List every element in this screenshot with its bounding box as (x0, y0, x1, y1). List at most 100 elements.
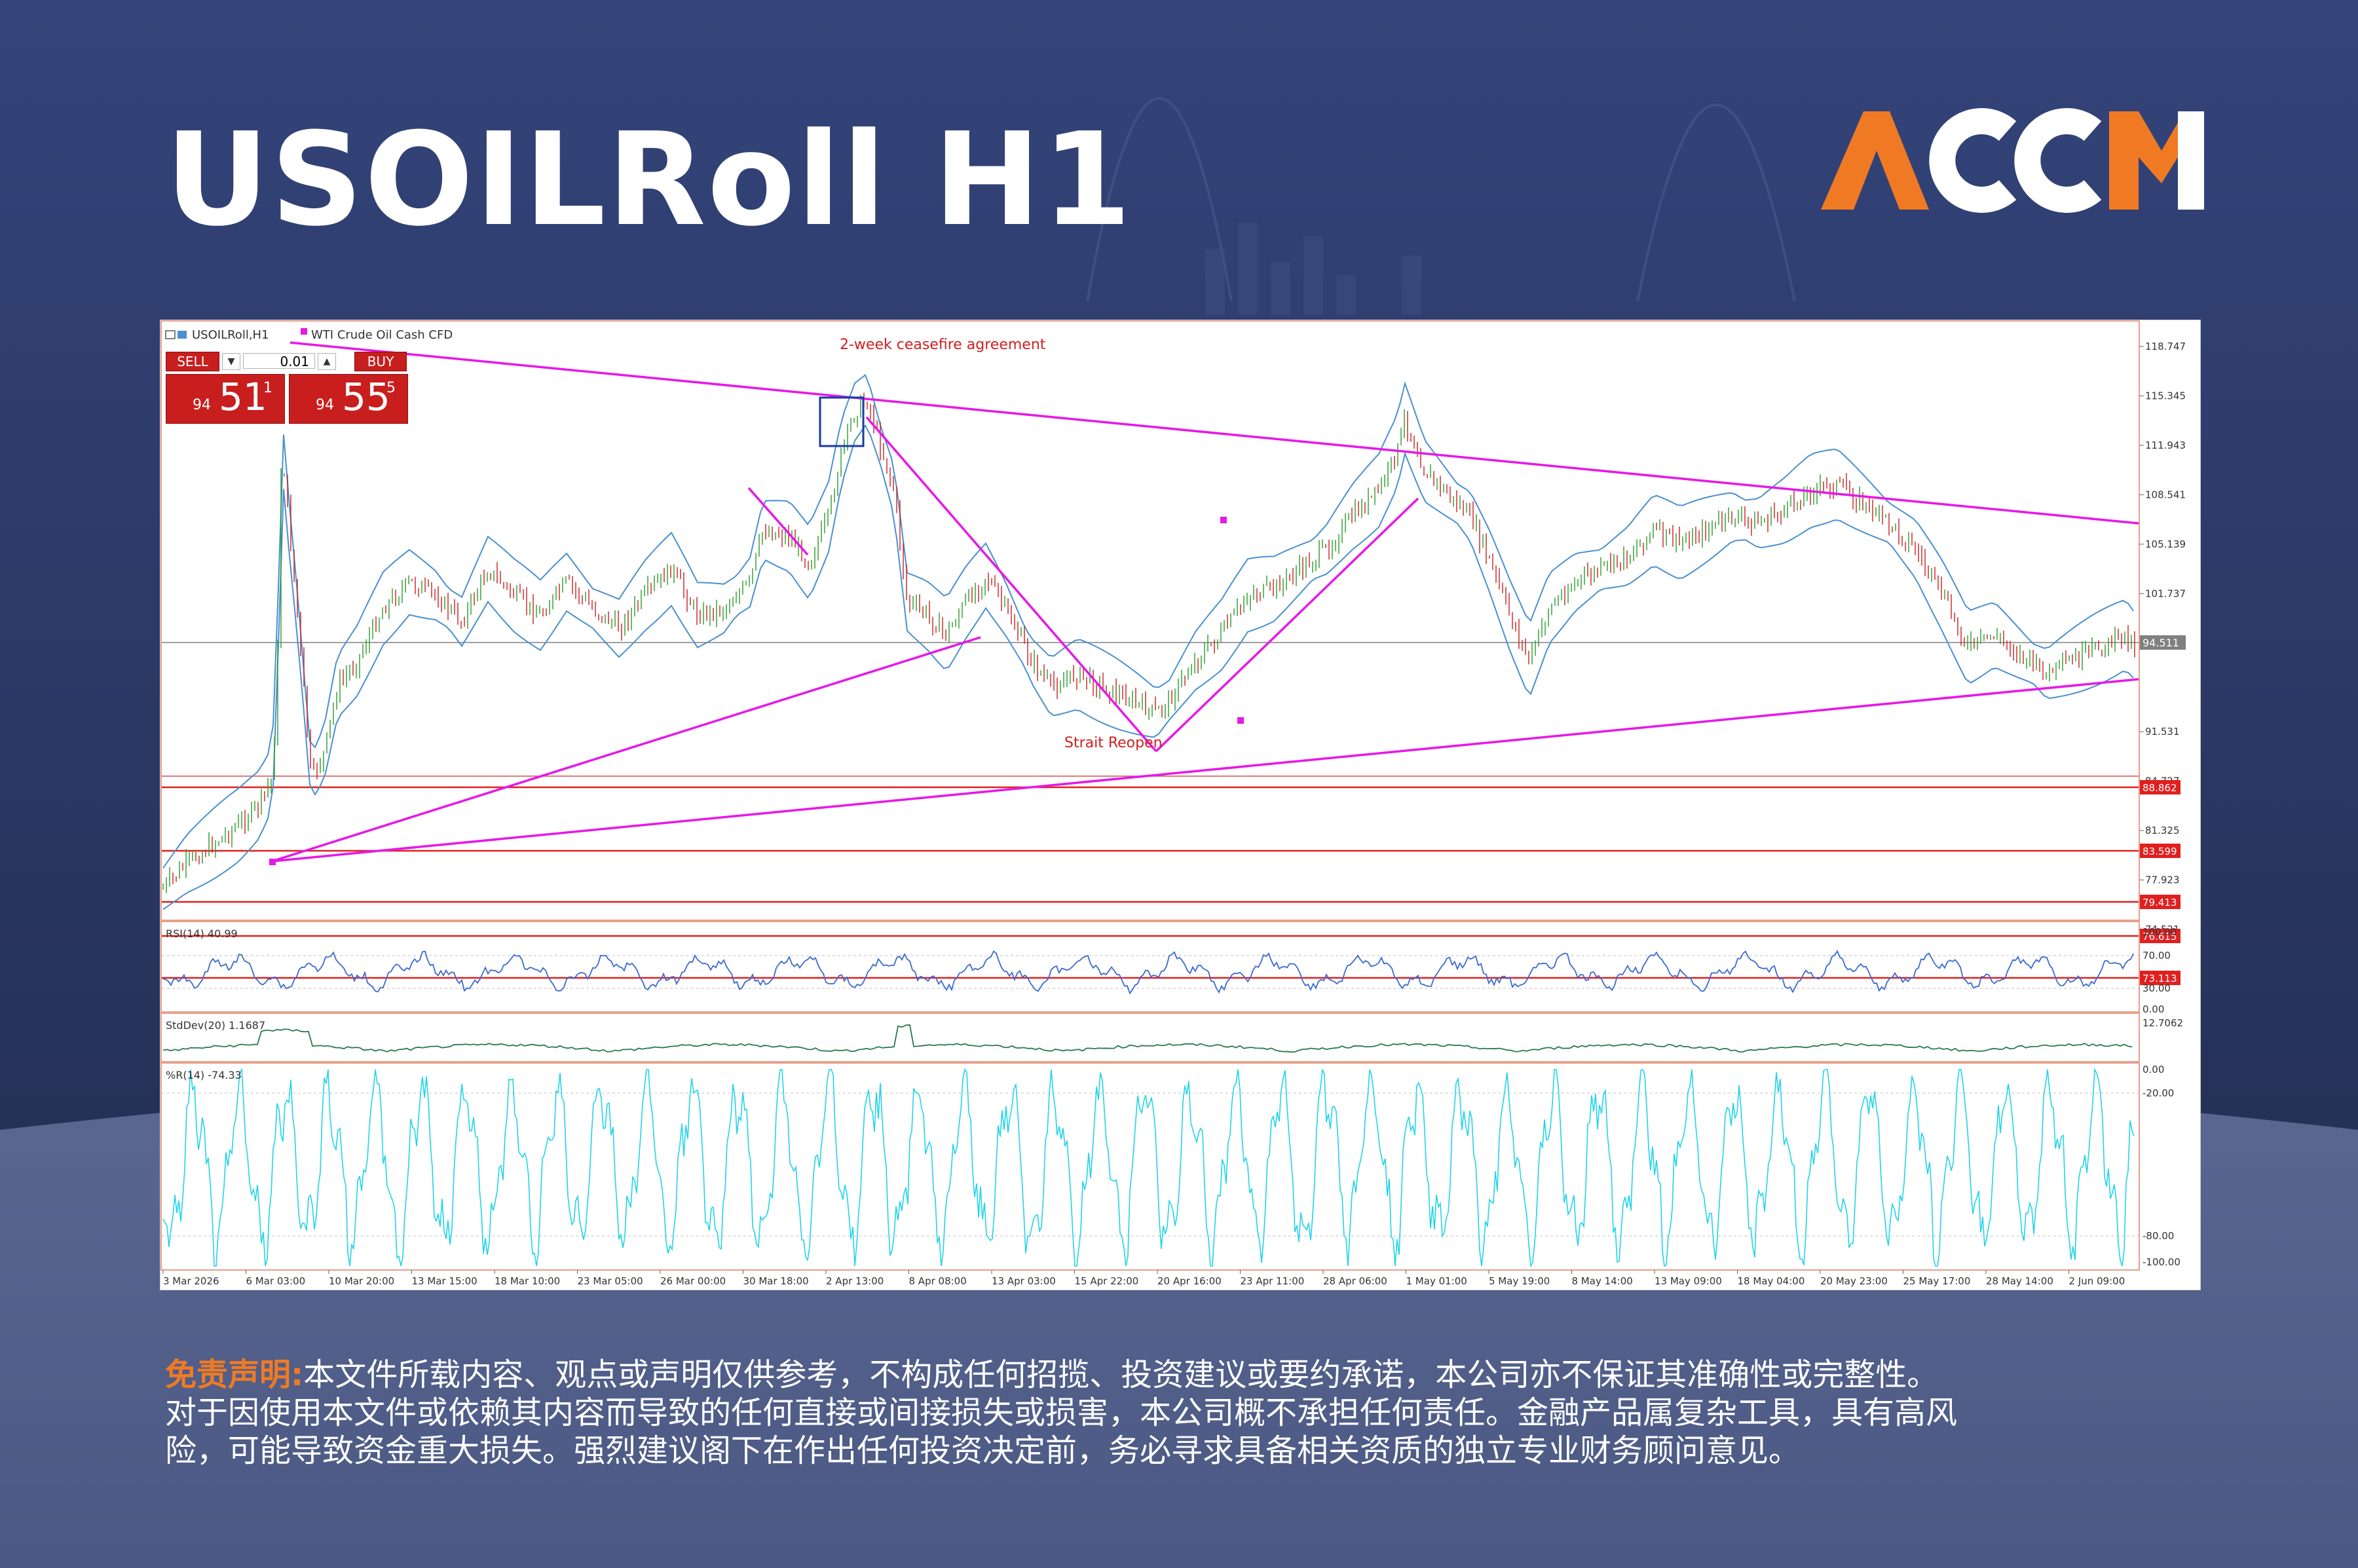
price-tick-label: 108.541 (2145, 489, 2186, 500)
april-decline-trendline[interactable] (865, 416, 1157, 753)
time-tick-label: 23 Mar 05:00 (578, 1275, 643, 1287)
wpr-axis-label: -80.00 (2143, 1230, 2174, 1242)
stddev-pane-border (160, 1013, 2140, 1062)
time-tick-label: 28 May 14:00 (1986, 1275, 2053, 1287)
level-tag (2140, 780, 2180, 794)
trendline-handle[interactable] (269, 859, 276, 865)
ceasefire-annotation: 2-week ceasefire agreement (840, 337, 1046, 353)
time-tick-label: 5 May 19:00 (1489, 1275, 1550, 1287)
march-end-trendline[interactable] (747, 487, 809, 556)
level-tag-label: 83.599 (2143, 846, 2177, 857)
bollinger-bands (162, 374, 2134, 910)
trading-chart[interactable]: USOILRoll,H1 WTI Crude Oil Cash CFD (160, 320, 2201, 1290)
time-tick-label: 20 May 23:00 (1820, 1275, 1888, 1287)
bollinger-upper (162, 374, 2134, 868)
accm-logo (1821, 108, 2204, 213)
time-tick-label: 10 Mar 20:00 (329, 1275, 394, 1287)
bid-price-sup: 1 (263, 380, 272, 396)
bid-price-prefix: 94 (193, 397, 211, 413)
rsi-label: RSI(14) 40.99 (166, 927, 238, 940)
level-tag (2140, 929, 2180, 943)
april-rally-trendline[interactable] (1155, 497, 1419, 753)
disclaimer-line-2: 对于因使用本文件或依赖其内容而导致的任何直接或间接损失或损害，本公司概不承担任何… (165, 1394, 1958, 1431)
chart-description-label: WTI Crude Oil Cash CFD (311, 328, 453, 342)
time-tick-label: 8 May 14:00 (1572, 1275, 1633, 1287)
time-tick-label: 15 Apr 22:00 (1075, 1275, 1139, 1287)
time-tick-label: 2 Jun 09:00 (2069, 1275, 2125, 1287)
wpr-label: %R(14) -74.33 (166, 1069, 242, 1081)
level-tag-label: 79.413 (2143, 897, 2177, 908)
wpr-axis-label: -100.00 (2143, 1256, 2180, 1268)
trendline-handle[interactable] (1220, 517, 1227, 523)
bollinger-lower (162, 424, 2134, 910)
lot-dropdown-icon[interactable]: ▼ (222, 353, 240, 370)
time-tick-label: 13 Mar 15:00 (412, 1275, 477, 1287)
page-title: USOILRoll H1 (165, 105, 1133, 255)
price-tick-label: 81.325 (2145, 825, 2180, 836)
price-candles (162, 392, 2135, 893)
main-pane-border (160, 320, 2140, 921)
ask-price-box[interactable]: 94 55 5 (289, 374, 408, 424)
chart-list-icon (165, 330, 176, 339)
trendline-handle[interactable] (301, 328, 307, 335)
rsi-line (162, 950, 2134, 995)
rsi-axis-label: 0.00 (2143, 1003, 2164, 1015)
price-tick-label: 91.531 (2145, 726, 2180, 737)
time-tick-label: 30 Mar 18:00 (743, 1275, 809, 1287)
time-tick-label: 1 May 01:00 (1406, 1275, 1467, 1287)
rsi-axis: 100.00 70.00 30.00 0.00 (2143, 926, 2177, 1015)
wpr-pane-border (160, 1062, 2140, 1271)
march-support-trendline[interactable] (271, 636, 981, 863)
wpr-axis-label: 0.00 (2143, 1064, 2164, 1075)
ask-price-prefix: 94 (316, 397, 334, 413)
ask-price-sup: 5 (386, 380, 396, 396)
ask-price-main: 55 (342, 375, 390, 419)
time-tick-label: 28 Apr 06:00 (1323, 1275, 1387, 1287)
current-price-tag: 94.511 (2140, 635, 2186, 650)
horizontal-levels (162, 642, 2139, 979)
highlight-box[interactable] (819, 396, 865, 447)
time-tick-label: 13 Apr 03:00 (992, 1275, 1056, 1287)
bid-price-main: 51 (219, 375, 267, 419)
level-tag (2140, 971, 2180, 985)
level-tag-label: 88.862 (2143, 782, 2177, 794)
sell-button[interactable]: SELL (166, 352, 219, 371)
buy-button[interactable]: BUY (354, 352, 407, 371)
chart-canvas[interactable]: USOILRoll,H1 WTI Crude Oil Cash CFD (160, 320, 2200, 1290)
level-tag-label: 73.113 (2143, 973, 2177, 984)
lower-trendline[interactable] (271, 678, 2139, 863)
lot-spinner-icon[interactable]: ▲ (318, 353, 336, 370)
price-tick-label: 105.139 (2145, 538, 2186, 550)
time-tick-label: 2 Apr 13:00 (826, 1275, 884, 1287)
bid-price-box[interactable]: 94 51 1 (166, 374, 285, 424)
disclaimer-line-3: 险，可能导致资金重大损失。强烈建议阁下在作出任何投资决定前，务必寻求具备相关资质… (165, 1432, 1801, 1469)
trendline-handle[interactable] (1237, 717, 1244, 724)
level-tag-label: 76.615 (2143, 931, 2177, 943)
wpr-axis-label: -20.00 (2143, 1087, 2174, 1099)
chart-header: USOILRoll,H1 WTI Crude Oil Cash CFD (165, 328, 453, 342)
disclaimer-label: 免责声明: (165, 1356, 304, 1393)
lot-size-input[interactable]: 0.01 (243, 353, 315, 369)
time-tick-label: 6 Mar 03:00 (246, 1275, 306, 1287)
rsi-axis-label: 70.00 (2143, 950, 2171, 961)
one-click-trading-panel: SELL ▼ 0.01 ▲ BUY 94 51 1 94 55 5 (166, 352, 408, 425)
upper-trendline[interactable] (290, 341, 2139, 525)
chart-symbol-label: USOILRoll,H1 (192, 328, 269, 342)
trade-controls-row: SELL ▼ 0.01 ▲ BUY (166, 352, 407, 371)
time-tick-label: 18 Mar 10:00 (495, 1275, 560, 1287)
rsi-axis-label: 30.00 (2143, 982, 2171, 994)
trendlines (269, 328, 2139, 865)
level-tags: 88.862 83.599 79.413 76.615 73.113 (2140, 780, 2180, 985)
time-tick-label: 25 May 17:00 (1903, 1275, 1971, 1287)
time-tick-label: 26 Mar 00:00 (660, 1275, 726, 1287)
time-tick-label: 13 May 09:00 (1655, 1275, 1722, 1287)
level-tag (2140, 895, 2180, 909)
price-tick-label: 115.345 (2145, 390, 2186, 401)
rsi-axis-label: 100.00 (2143, 926, 2177, 938)
chart-symbol-icon (178, 331, 187, 339)
current-price-label: 94.511 (2143, 637, 2179, 649)
time-axis: 3 Mar 2026 6 Mar 03:00 10 Mar 20:00 13 Mar … (162, 1270, 2125, 1287)
price-tick-label: 77.923 (2145, 874, 2180, 886)
stddev-label: StdDev(20) 1.1687 (166, 1019, 265, 1032)
time-tick-label: 18 May 04:00 (1738, 1275, 1805, 1287)
